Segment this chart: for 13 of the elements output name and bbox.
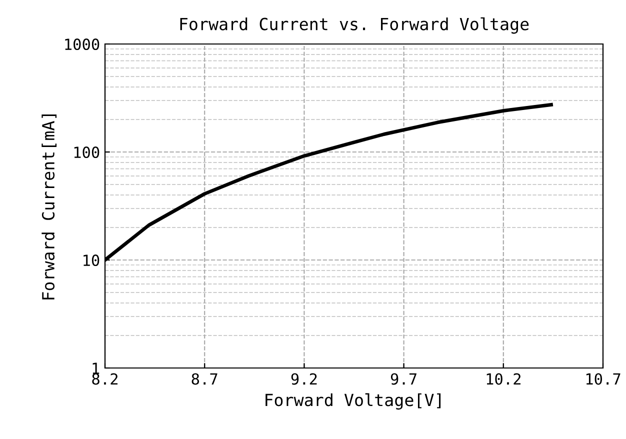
x-axis-title: Forward Voltage[V] <box>266 393 441 410</box>
x-tick-label: 10.2 <box>486 373 520 385</box>
y-tick-label: 1000 <box>65 38 100 50</box>
y-tick-label: 100 <box>74 146 100 158</box>
y-axis-title: Forward Current[mA] <box>42 114 57 300</box>
x-tick-label: 9.2 <box>291 373 317 385</box>
x-tick-label: 8.7 <box>192 373 218 385</box>
x-tick-label: 10.7 <box>586 373 620 385</box>
x-tick-label: 9.7 <box>390 373 416 385</box>
y-tick-label: 1 <box>92 362 100 374</box>
chart-title: Forward Current vs. Forward Voltage <box>180 17 529 34</box>
y-tick-label: 10 <box>84 254 100 266</box>
x-tick-label: 8.2 <box>92 373 118 385</box>
